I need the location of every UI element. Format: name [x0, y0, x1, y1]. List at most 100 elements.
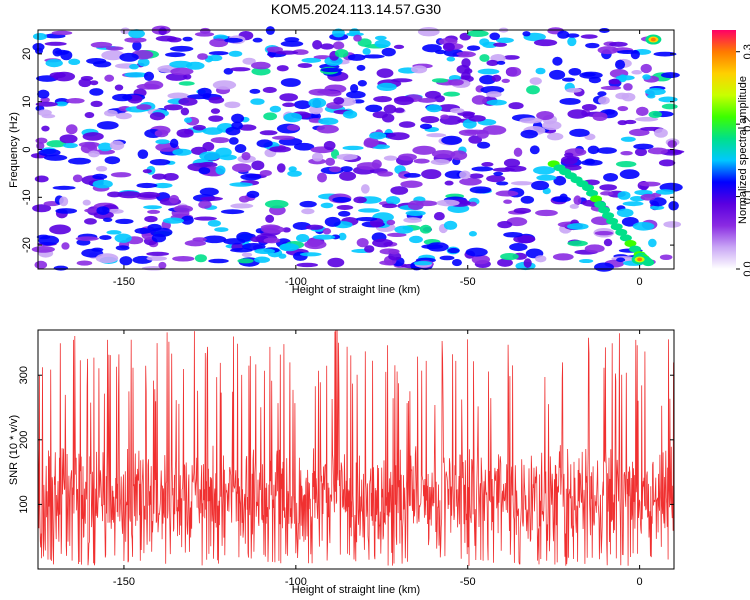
- heatmap-blob: [202, 141, 215, 152]
- heatmap-blob: [115, 112, 132, 120]
- heatmap-blob: [616, 257, 626, 263]
- y-tick-label: 0: [21, 146, 33, 152]
- heatmap-blob: [456, 51, 470, 57]
- heatmap-blob: [197, 87, 212, 97]
- heatmap-blob: [503, 199, 513, 204]
- heatmap-blob: [584, 158, 596, 165]
- heatmap-blob: [390, 78, 413, 83]
- heatmap-blob: [185, 61, 205, 70]
- heatmap-blob: [282, 102, 296, 108]
- heatmap-blob: [620, 151, 633, 156]
- heatmap-blob: [362, 54, 385, 59]
- heatmap-blob: [46, 140, 67, 148]
- heatmap-blob: [568, 67, 582, 76]
- heatmap-blob: [143, 205, 163, 210]
- heatmap-blob: [446, 56, 456, 62]
- heatmap-blob: [356, 162, 381, 170]
- heatmap-blob: [471, 254, 490, 265]
- heatmap-blob: [661, 103, 678, 110]
- heatmap-blob: [513, 235, 536, 244]
- heatmap-blob: [486, 99, 507, 106]
- heatmap-blob: [394, 107, 405, 113]
- heatmap-blob: [377, 171, 394, 177]
- heatmap-blob: [143, 80, 164, 90]
- heatmap-blob: [109, 140, 125, 151]
- heatmap-blob: [178, 81, 195, 86]
- heatmap-blob: [35, 101, 58, 107]
- heatmap-blob: [347, 54, 366, 61]
- heatmap-blob: [212, 80, 237, 90]
- heatmap-blob: [426, 104, 443, 113]
- heatmap-blob: [256, 139, 273, 148]
- heatmap-blob: [569, 204, 579, 209]
- heatmap-blob: [200, 196, 223, 201]
- heatmap-blob: [305, 224, 324, 230]
- heatmap-blob: [55, 101, 68, 107]
- heatmap-blob: [68, 157, 92, 165]
- heatmap-blob: [288, 166, 297, 172]
- heatmap-blob: [323, 140, 336, 151]
- heatmap-blob: [385, 196, 401, 205]
- heatmap-blob: [493, 171, 504, 176]
- heatmap-blob: [143, 71, 155, 81]
- heatmap-blob: [44, 41, 67, 46]
- heatmap-blob: [439, 255, 455, 261]
- heatmap-blob: [304, 239, 327, 250]
- colorbar-label: Normalized spectral amplitude: [737, 76, 749, 224]
- heatmap-blob: [241, 151, 251, 161]
- heatmap-blob: [659, 254, 673, 261]
- heatmap-blob: [536, 174, 557, 181]
- x-tick-label: -150: [113, 576, 135, 588]
- heatmap-blob: [587, 145, 600, 155]
- heatmap-blob: [208, 96, 225, 104]
- heatmap-blob: [35, 137, 48, 144]
- heatmap-blob: [312, 234, 336, 240]
- heatmap-blob: [136, 182, 158, 189]
- snr-panel: -150 -100 -50 0 100 200 300 Height of straigh…: [8, 329, 675, 596]
- heatmap-blob: [236, 231, 253, 242]
- heatmap-blob: [220, 209, 245, 215]
- heatmap-blob: [441, 135, 463, 145]
- heatmap-blob: [279, 243, 299, 252]
- heatmap-blob: [202, 235, 227, 244]
- colorbar-ticks: 0.0 0.1 0.2 0.3: [736, 44, 750, 277]
- heatmap-blob: [250, 61, 271, 70]
- heatmap-blob: [388, 248, 400, 255]
- heatmap-blob: [358, 208, 380, 213]
- heatmap-blob: [386, 132, 410, 141]
- heatmap-blob: [325, 157, 336, 166]
- heatmap-blob: [119, 256, 133, 266]
- heatmap-blob: [32, 32, 48, 41]
- heatmap-blob: [383, 155, 398, 161]
- heatmap-blob: [468, 173, 484, 179]
- heatmap-blob: [106, 230, 122, 235]
- heatmap-blob: [269, 105, 281, 113]
- heatmap-blob: [420, 115, 440, 124]
- heatmap-blob: [535, 255, 547, 263]
- heatmap-blob: [479, 54, 490, 62]
- y-tick-label: 100: [18, 495, 30, 513]
- heatmap-blob: [149, 158, 171, 166]
- heatmap-blob: [334, 48, 349, 58]
- heatmap-blob: [324, 216, 341, 227]
- heatmap-blob: [231, 163, 252, 173]
- heatmap-blob: [230, 247, 253, 253]
- heatmap-blob: [536, 111, 554, 121]
- heatmap-blob: [237, 258, 254, 264]
- heatmap-blob: [603, 173, 619, 182]
- heatmap-blob: [336, 153, 358, 161]
- heatmap-blob: [242, 57, 256, 65]
- heatmap-blob: [115, 218, 134, 225]
- heatmap-blob: [214, 227, 229, 232]
- y-tick-label: -10: [21, 189, 33, 205]
- heatmap-blob: [597, 46, 619, 55]
- heatmap-blob: [338, 210, 351, 217]
- heatmap-blob: [208, 54, 223, 62]
- heatmap-blob: [609, 41, 628, 47]
- heatmap-blob: [636, 106, 649, 116]
- heatmap-blob: [393, 96, 414, 106]
- heatmap-blob: [146, 256, 168, 261]
- heatmap-blob: [219, 154, 237, 161]
- heatmap-blob: [372, 238, 393, 248]
